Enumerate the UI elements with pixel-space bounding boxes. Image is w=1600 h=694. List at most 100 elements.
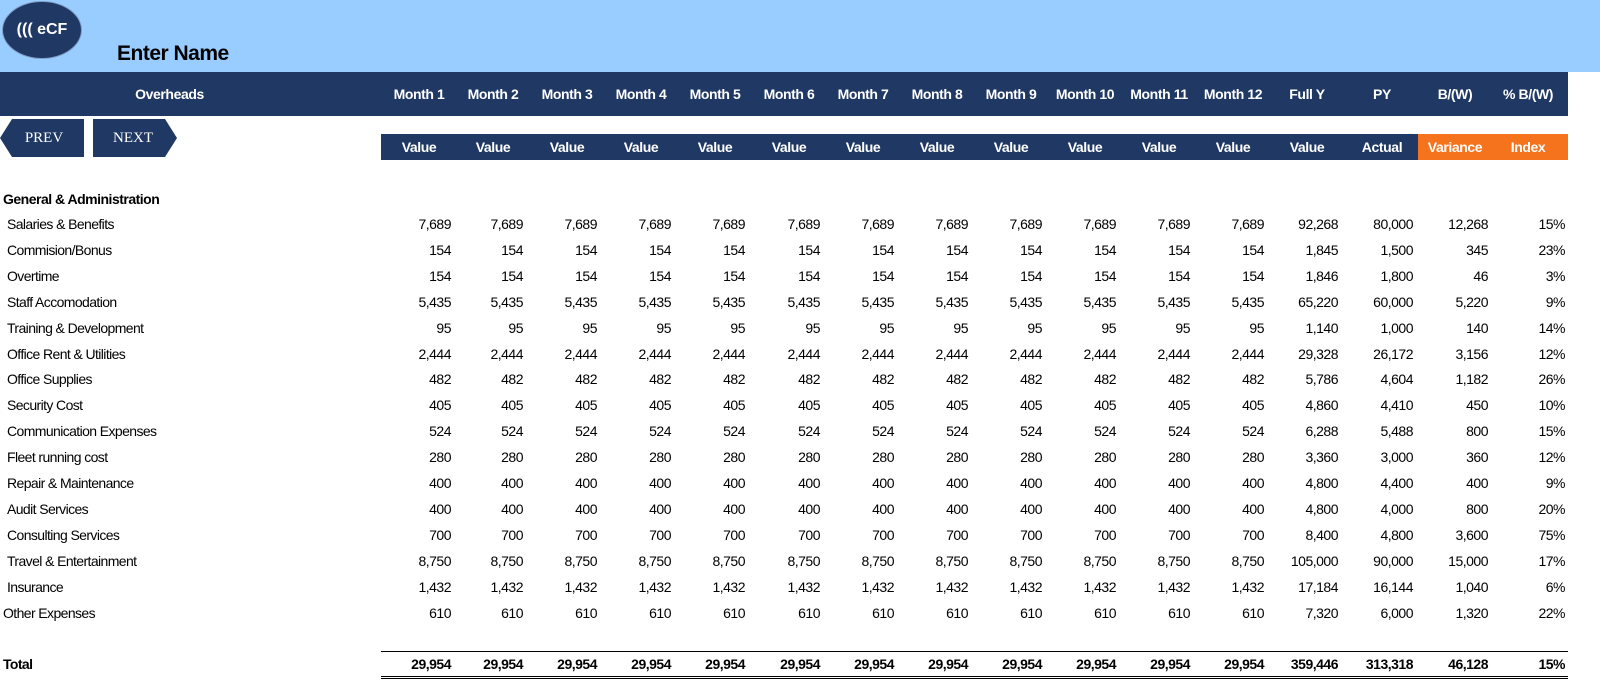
- table-cell[interactable]: 482: [872, 371, 894, 387]
- table-cell[interactable]: 4,000: [1380, 501, 1413, 517]
- table-cell[interactable]: 405: [798, 397, 820, 413]
- table-cell[interactable]: 405: [429, 397, 451, 413]
- table-cell[interactable]: 154: [946, 268, 968, 284]
- table-cell[interactable]: 405: [872, 397, 894, 413]
- table-cell[interactable]: 5,435: [1157, 294, 1190, 310]
- table-cell[interactable]: 610: [1094, 605, 1116, 621]
- table-cell[interactable]: 6,000: [1380, 605, 1413, 621]
- table-cell[interactable]: 12%: [1538, 449, 1565, 465]
- table-cell[interactable]: 700: [946, 527, 968, 543]
- table-cell[interactable]: 154: [649, 242, 671, 258]
- table-cell[interactable]: 524: [723, 423, 745, 439]
- table-cell[interactable]: 60,000: [1373, 294, 1413, 310]
- table-cell[interactable]: 15%: [1538, 423, 1565, 439]
- table-cell[interactable]: 22%: [1538, 605, 1565, 621]
- table-cell[interactable]: 154: [1094, 268, 1116, 284]
- table-cell[interactable]: 400: [1242, 501, 1264, 517]
- table-cell[interactable]: 700: [798, 527, 820, 543]
- table-cell[interactable]: 700: [649, 527, 671, 543]
- table-cell[interactable]: 482: [649, 371, 671, 387]
- table-cell[interactable]: 2,444: [1157, 346, 1190, 362]
- table-cell[interactable]: 8,750: [861, 553, 894, 569]
- table-cell[interactable]: 400: [1094, 501, 1116, 517]
- table-cell[interactable]: 700: [1242, 527, 1264, 543]
- table-cell[interactable]: 4,860: [1305, 397, 1338, 413]
- table-cell[interactable]: 1,432: [1009, 579, 1042, 595]
- table-cell[interactable]: 280: [1020, 449, 1042, 465]
- table-cell[interactable]: 7,689: [935, 216, 968, 232]
- table-cell[interactable]: 95: [508, 320, 523, 336]
- table-cell[interactable]: 154: [1168, 268, 1190, 284]
- table-cell[interactable]: 154: [1242, 268, 1264, 284]
- table-cell[interactable]: 95: [1101, 320, 1116, 336]
- table-cell[interactable]: 1,432: [1231, 579, 1264, 595]
- table-cell[interactable]: 1,432: [1157, 579, 1190, 595]
- table-cell[interactable]: 7,689: [1231, 216, 1264, 232]
- table-cell[interactable]: 700: [1094, 527, 1116, 543]
- table-cell[interactable]: 8,750: [935, 553, 968, 569]
- table-cell[interactable]: 90,000: [1373, 553, 1413, 569]
- table-cell[interactable]: 482: [575, 371, 597, 387]
- table-cell[interactable]: 95: [436, 320, 451, 336]
- table-cell[interactable]: 95: [879, 320, 894, 336]
- table-cell[interactable]: 482: [1020, 371, 1042, 387]
- table-cell[interactable]: 4,800: [1380, 527, 1413, 543]
- table-cell[interactable]: 154: [723, 242, 745, 258]
- table-cell[interactable]: 154: [1020, 242, 1042, 258]
- table-cell[interactable]: 800: [1466, 501, 1488, 517]
- table-cell[interactable]: 405: [1020, 397, 1042, 413]
- table-cell[interactable]: 3%: [1545, 268, 1566, 284]
- table-cell[interactable]: 8,750: [490, 553, 523, 569]
- table-cell[interactable]: 524: [1168, 423, 1190, 439]
- table-cell[interactable]: 26%: [1538, 371, 1565, 387]
- table-cell[interactable]: 610: [872, 605, 894, 621]
- table-cell[interactable]: 400: [946, 475, 968, 491]
- table-cell[interactable]: 2,444: [564, 346, 597, 362]
- table-cell[interactable]: 4,604: [1380, 371, 1413, 387]
- table-cell[interactable]: 1,845: [1305, 242, 1338, 258]
- table-cell[interactable]: 154: [429, 242, 451, 258]
- table-cell[interactable]: 1,040: [1455, 579, 1488, 595]
- table-cell[interactable]: 280: [501, 449, 523, 465]
- table-cell[interactable]: 700: [1168, 527, 1190, 543]
- table-cell[interactable]: 400: [1094, 475, 1116, 491]
- table-cell[interactable]: 5,786: [1305, 371, 1338, 387]
- table-cell[interactable]: 2,444: [638, 346, 671, 362]
- table-cell[interactable]: 2,444: [1083, 346, 1116, 362]
- table-cell[interactable]: 610: [1168, 605, 1190, 621]
- table-cell[interactable]: 5,220: [1455, 294, 1488, 310]
- table-cell[interactable]: 140: [1466, 320, 1488, 336]
- table-cell[interactable]: 2,444: [787, 346, 820, 362]
- table-cell[interactable]: 610: [575, 605, 597, 621]
- table-cell[interactable]: 1,500: [1380, 242, 1413, 258]
- table-cell[interactable]: 400: [1466, 475, 1488, 491]
- table-cell[interactable]: 17,184: [1298, 579, 1338, 595]
- table-cell[interactable]: 5,435: [787, 294, 820, 310]
- table-cell[interactable]: 700: [872, 527, 894, 543]
- table-cell[interactable]: 8,750: [787, 553, 820, 569]
- table-cell[interactable]: 5,435: [490, 294, 523, 310]
- table-cell[interactable]: 405: [501, 397, 523, 413]
- table-cell[interactable]: 482: [723, 371, 745, 387]
- table-cell[interactable]: 105,000: [1290, 553, 1339, 569]
- table-cell[interactable]: 1,846: [1305, 268, 1338, 284]
- table-cell[interactable]: 5,435: [418, 294, 451, 310]
- table-cell[interactable]: 12,268: [1448, 216, 1488, 232]
- table-cell[interactable]: 400: [1020, 501, 1042, 517]
- table-cell[interactable]: 15,000: [1448, 553, 1488, 569]
- table-cell[interactable]: 3,156: [1455, 346, 1488, 362]
- table-cell[interactable]: 7,689: [861, 216, 894, 232]
- table-cell[interactable]: 154: [575, 242, 597, 258]
- table-cell[interactable]: 4,800: [1305, 475, 1338, 491]
- table-cell[interactable]: 610: [429, 605, 451, 621]
- table-cell[interactable]: 7,689: [490, 216, 523, 232]
- table-cell[interactable]: 5,435: [638, 294, 671, 310]
- prev-button[interactable]: PREV: [0, 119, 84, 157]
- table-cell[interactable]: 1,432: [564, 579, 597, 595]
- table-cell[interactable]: 1,432: [712, 579, 745, 595]
- table-cell[interactable]: 280: [946, 449, 968, 465]
- table-cell[interactable]: 400: [946, 501, 968, 517]
- table-cell[interactable]: 26,172: [1373, 346, 1413, 362]
- table-cell[interactable]: 1,432: [490, 579, 523, 595]
- table-cell[interactable]: 1,140: [1305, 320, 1338, 336]
